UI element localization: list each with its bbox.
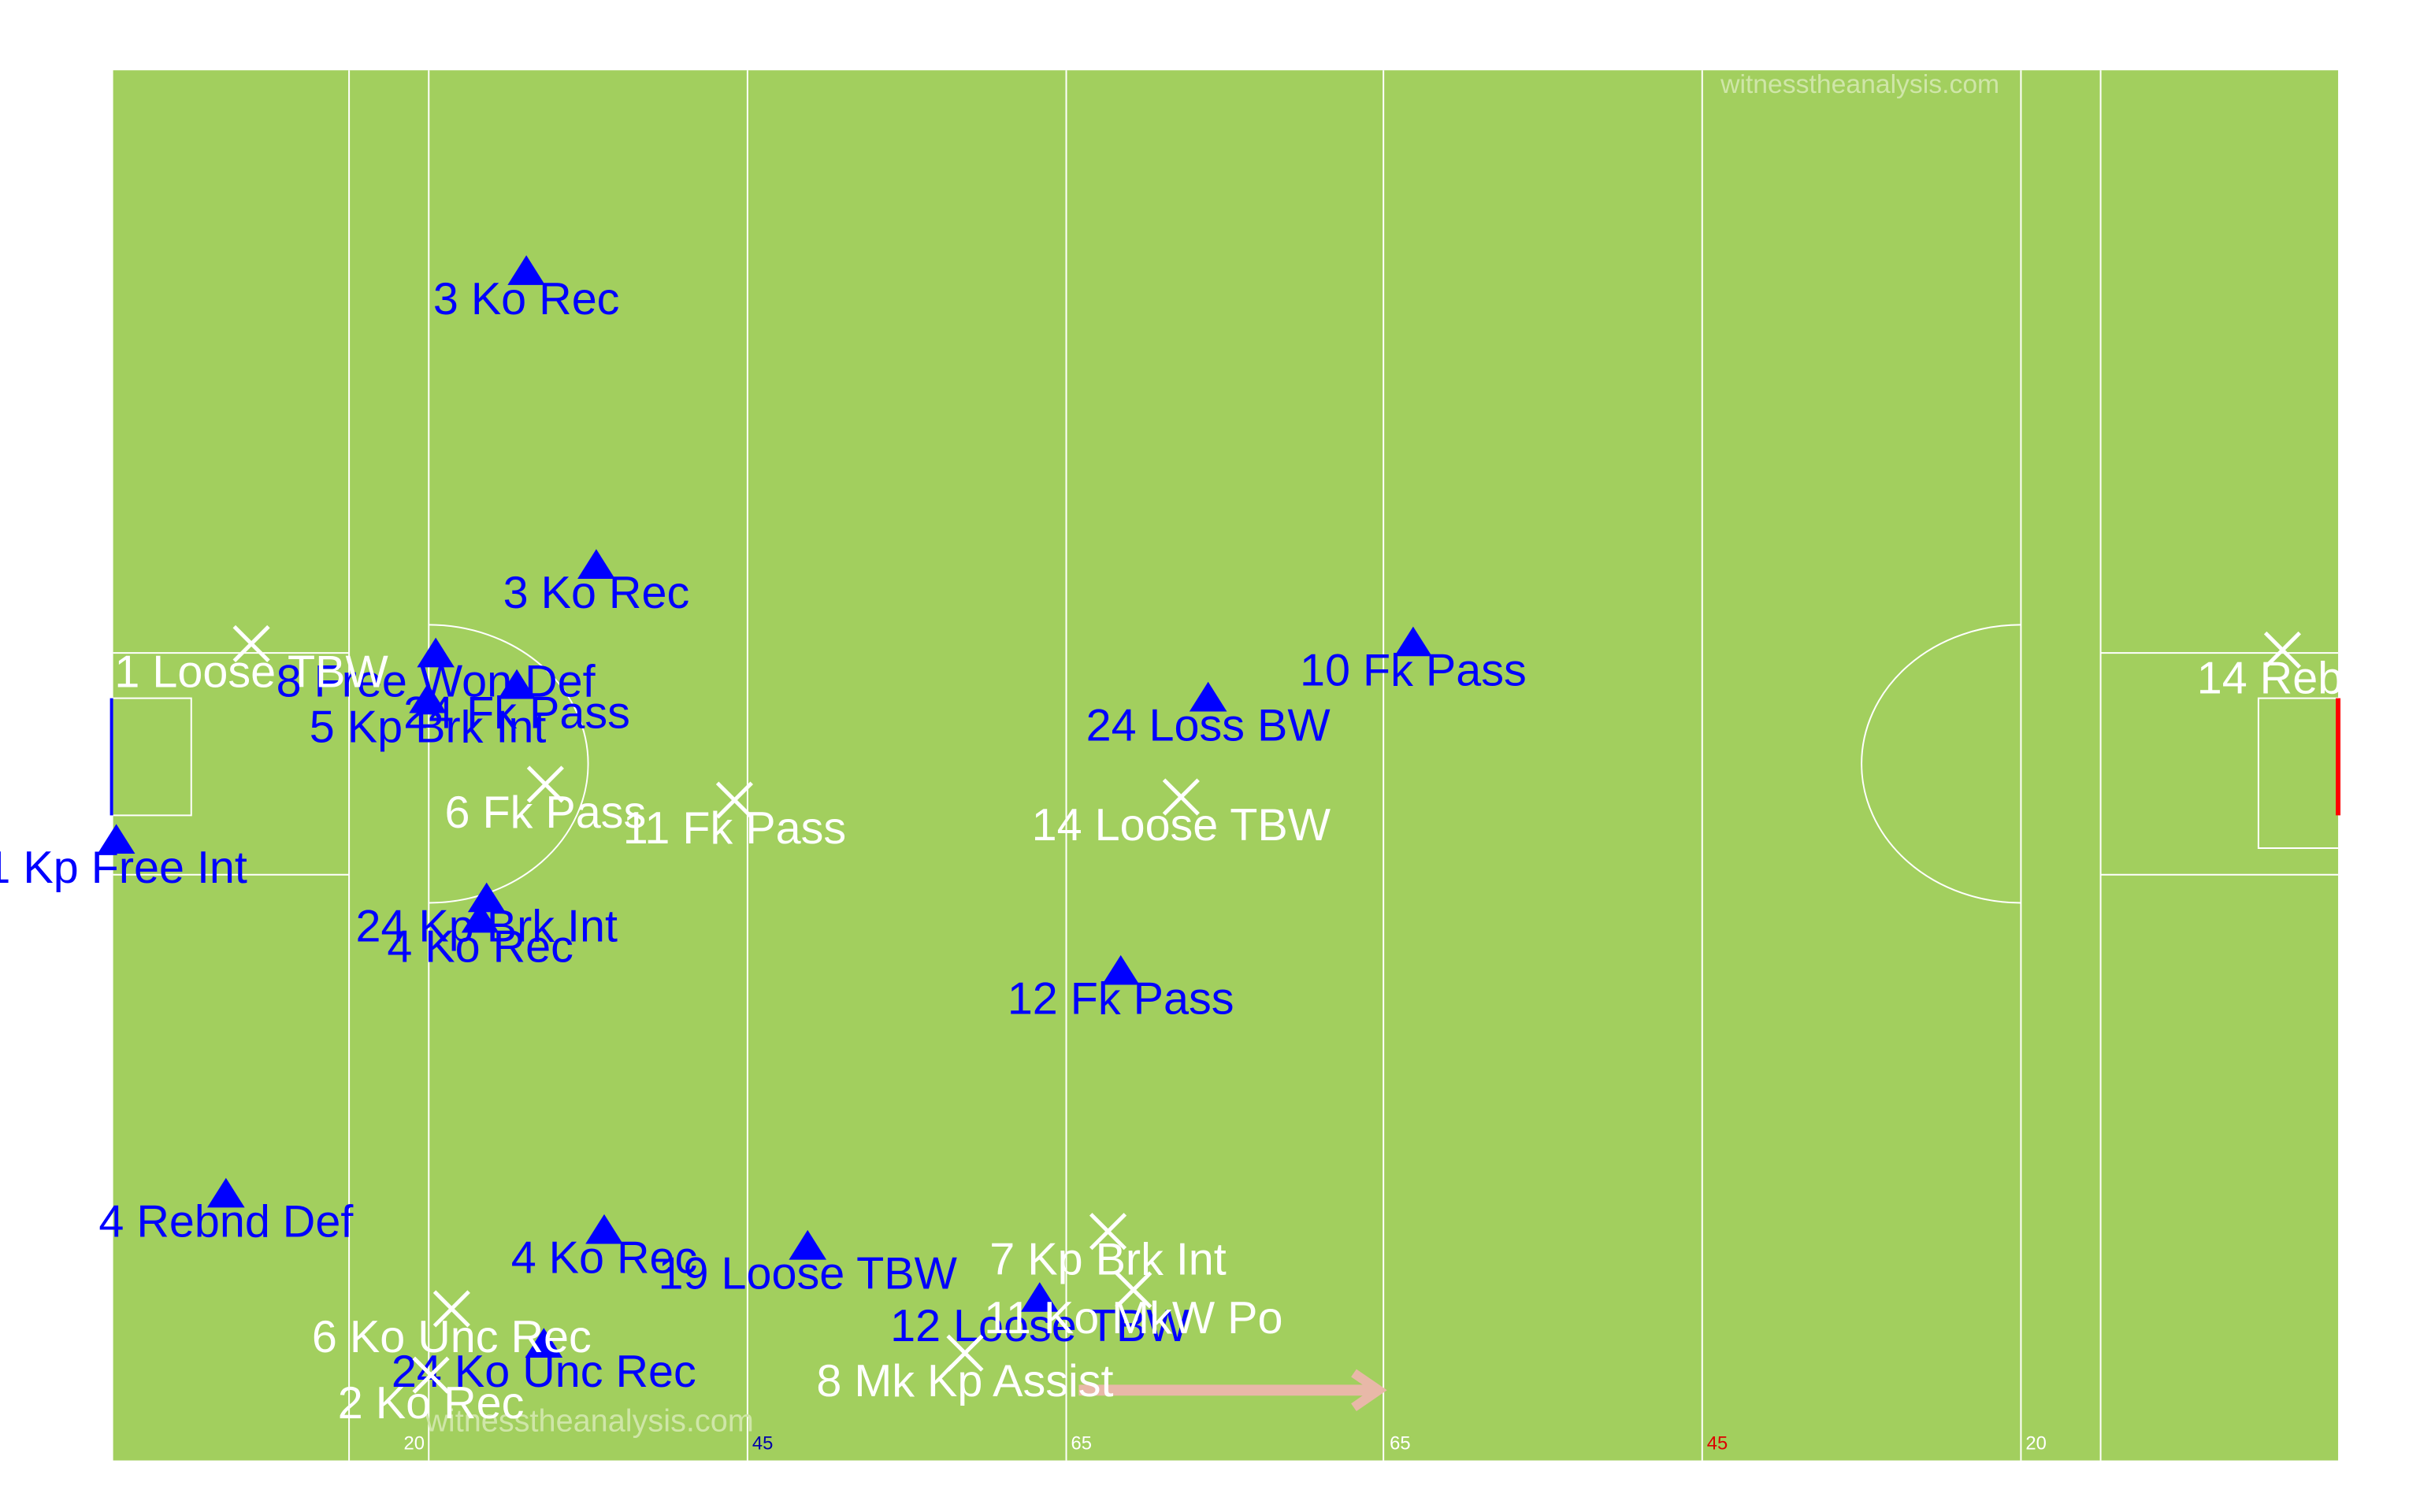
line-label: 45 xyxy=(1707,1433,1728,1455)
triangle-marker xyxy=(207,1177,245,1208)
line-label: 20 xyxy=(2025,1433,2046,1455)
cross-marker xyxy=(412,1356,450,1394)
point-label: 5 Kp Brk Int xyxy=(310,702,547,753)
triangle-marker xyxy=(498,669,536,699)
point-label: 11 Fk Pass xyxy=(623,803,846,854)
point-label: 4 Rebnd Def xyxy=(98,1196,354,1247)
point-label: 11 Ko MkW Po xyxy=(984,1293,1282,1343)
point-label: 4 Ko Rec xyxy=(511,1233,698,1284)
cross-marker xyxy=(1162,778,1200,816)
triangle-marker xyxy=(1394,626,1432,657)
point-label: 24 Loss BW xyxy=(1086,700,1331,750)
cross-marker xyxy=(1089,1213,1127,1251)
point-label: 14 Loose TBW xyxy=(1032,800,1331,850)
triangle-marker xyxy=(789,1229,827,1260)
cross-marker xyxy=(715,781,754,819)
triangle-marker xyxy=(577,549,615,579)
point-label: 3 Ko Rec xyxy=(503,568,690,618)
cross-marker xyxy=(232,624,270,663)
triangle-marker xyxy=(1101,954,1140,985)
line-label: 45 xyxy=(752,1433,773,1455)
point-label: 1 Loose TBW xyxy=(114,647,388,697)
cross-marker xyxy=(946,1334,984,1372)
point-label: 12 Loose TBW xyxy=(890,1301,1190,1351)
triangle-marker xyxy=(417,637,455,668)
point-label: 3 Ko Rec xyxy=(433,274,620,324)
triangle-marker xyxy=(1189,681,1227,712)
triangle-marker xyxy=(461,902,499,933)
point-label: 14 Rebn xyxy=(2197,653,2368,703)
line-label: 65 xyxy=(1390,1433,1410,1455)
point-label: 10 Fk Pass xyxy=(1300,645,1527,695)
cross-marker xyxy=(526,765,564,803)
point-label: 6 Fk Pass xyxy=(445,788,647,838)
triangle-marker xyxy=(97,824,135,854)
point-label: 1 Kp Free Int xyxy=(0,843,247,893)
triangle-marker xyxy=(409,683,447,713)
point-label: 7 Kp Brk Int xyxy=(989,1235,1227,1285)
point-label: 2 Ko Rec xyxy=(338,1378,525,1429)
pitch-lines xyxy=(109,70,2341,1461)
line-label: 20 xyxy=(404,1433,425,1455)
point-label: 19 Loose TBW xyxy=(659,1249,958,1299)
line-label: 65 xyxy=(1071,1433,1091,1455)
triangle-marker xyxy=(585,1214,623,1244)
point-label: 6 Ko Unc Rec xyxy=(312,1312,592,1362)
point-label: 4 Ko Rec xyxy=(387,921,573,972)
triangle-marker xyxy=(525,1328,563,1358)
watermark: witnesstheanalysis.com xyxy=(1720,69,1999,99)
point-label: 8 Mk Kp Assist xyxy=(816,1356,1113,1406)
triangle-marker xyxy=(467,882,506,913)
watermark: witnesstheanalysis.com xyxy=(425,1403,754,1438)
triangle-marker xyxy=(1020,1282,1059,1312)
cross-marker xyxy=(432,1290,470,1328)
triangle-marker xyxy=(507,255,545,285)
point-label: 12 Fk Pass xyxy=(1008,974,1234,1025)
cross-marker xyxy=(1115,1271,1152,1309)
cross-marker xyxy=(2263,631,2302,669)
pitch xyxy=(113,70,2339,1461)
